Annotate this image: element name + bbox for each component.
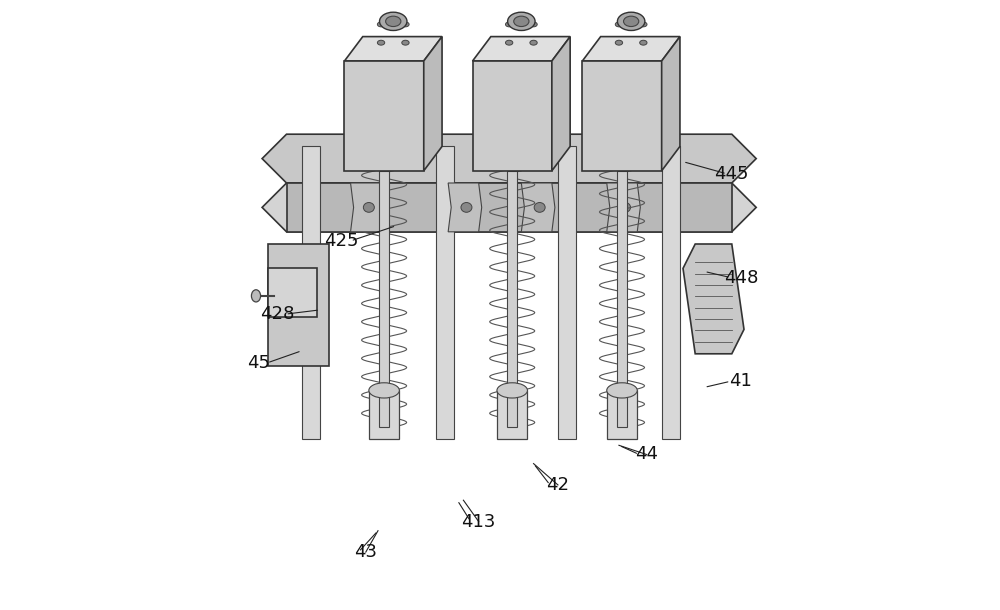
Ellipse shape — [640, 22, 647, 27]
Polygon shape — [448, 183, 482, 232]
Ellipse shape — [505, 40, 513, 45]
Polygon shape — [582, 37, 680, 61]
Polygon shape — [351, 183, 384, 232]
Ellipse shape — [377, 22, 385, 27]
Polygon shape — [662, 146, 680, 439]
Bar — [497, 390, 527, 439]
Text: 445: 445 — [715, 165, 749, 183]
Ellipse shape — [461, 203, 472, 212]
Polygon shape — [424, 37, 442, 171]
Ellipse shape — [624, 16, 639, 27]
Text: 42: 42 — [546, 476, 569, 494]
Polygon shape — [558, 146, 576, 439]
Text: 413: 413 — [461, 512, 496, 531]
Polygon shape — [268, 268, 317, 317]
Text: 425: 425 — [324, 232, 359, 250]
Ellipse shape — [363, 203, 374, 212]
Polygon shape — [473, 61, 552, 171]
Ellipse shape — [402, 22, 409, 27]
Polygon shape — [268, 244, 329, 366]
Text: 428: 428 — [260, 305, 295, 323]
Polygon shape — [436, 146, 454, 439]
Text: 45: 45 — [248, 354, 271, 372]
Polygon shape — [379, 171, 389, 427]
Ellipse shape — [615, 22, 623, 27]
Polygon shape — [344, 61, 424, 171]
Polygon shape — [607, 183, 640, 232]
Polygon shape — [662, 37, 680, 171]
Ellipse shape — [514, 16, 529, 27]
Ellipse shape — [505, 22, 513, 27]
Ellipse shape — [369, 383, 399, 398]
Ellipse shape — [640, 40, 647, 45]
Ellipse shape — [530, 40, 537, 45]
Polygon shape — [262, 134, 756, 183]
Ellipse shape — [534, 203, 545, 212]
Text: 44: 44 — [635, 445, 658, 464]
Polygon shape — [344, 37, 442, 61]
Ellipse shape — [380, 12, 407, 30]
Ellipse shape — [615, 40, 623, 45]
Ellipse shape — [530, 22, 537, 27]
Polygon shape — [507, 171, 517, 427]
Polygon shape — [262, 183, 756, 232]
Polygon shape — [552, 37, 570, 171]
Ellipse shape — [377, 40, 385, 45]
Ellipse shape — [497, 383, 527, 398]
Polygon shape — [302, 146, 320, 439]
Polygon shape — [683, 244, 744, 354]
Text: 43: 43 — [354, 543, 377, 561]
Ellipse shape — [617, 12, 645, 30]
Ellipse shape — [620, 203, 631, 212]
Polygon shape — [521, 183, 555, 232]
Polygon shape — [582, 61, 662, 171]
Bar — [369, 390, 399, 439]
Ellipse shape — [607, 383, 637, 398]
Ellipse shape — [402, 40, 409, 45]
Polygon shape — [287, 183, 732, 232]
Ellipse shape — [251, 290, 261, 302]
Bar — [607, 390, 637, 439]
Ellipse shape — [508, 12, 535, 30]
Ellipse shape — [386, 16, 401, 27]
Text: 41: 41 — [730, 372, 752, 390]
Text: 448: 448 — [724, 268, 758, 287]
Polygon shape — [473, 37, 570, 61]
Polygon shape — [617, 171, 627, 427]
